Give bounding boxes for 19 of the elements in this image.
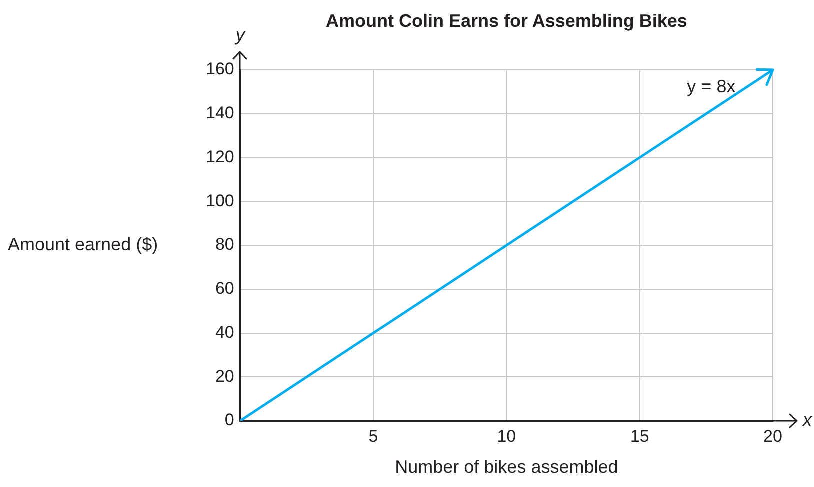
y-tick-label: 100 xyxy=(206,191,234,210)
y-tick-label: 80 xyxy=(215,235,234,254)
y-tick-label: 20 xyxy=(215,366,234,386)
annotation: y = 8x xyxy=(687,76,736,97)
y-tick-label: 160 xyxy=(206,60,234,79)
y-tick-label: 40 xyxy=(215,322,234,342)
y-tick-label: 140 xyxy=(206,104,234,123)
chart-title: Amount Colin Earns for Assembling Bikes xyxy=(326,10,688,31)
text: x xyxy=(802,410,813,430)
x-axis-title: Number of bikes assembled xyxy=(395,457,618,478)
x-tick-label: 15 xyxy=(630,426,650,446)
y-tick-label: 0 xyxy=(224,410,234,430)
y-tick-label: 120 xyxy=(206,147,234,166)
y-axis-title: Amount earned ($) xyxy=(8,234,158,254)
x-tick-label: 20 xyxy=(764,426,782,446)
text: y xyxy=(234,25,246,45)
x-tick-label: 10 xyxy=(497,426,516,446)
y-tick-label: 60 xyxy=(215,279,234,298)
x-tick-label: 5 xyxy=(368,426,378,446)
